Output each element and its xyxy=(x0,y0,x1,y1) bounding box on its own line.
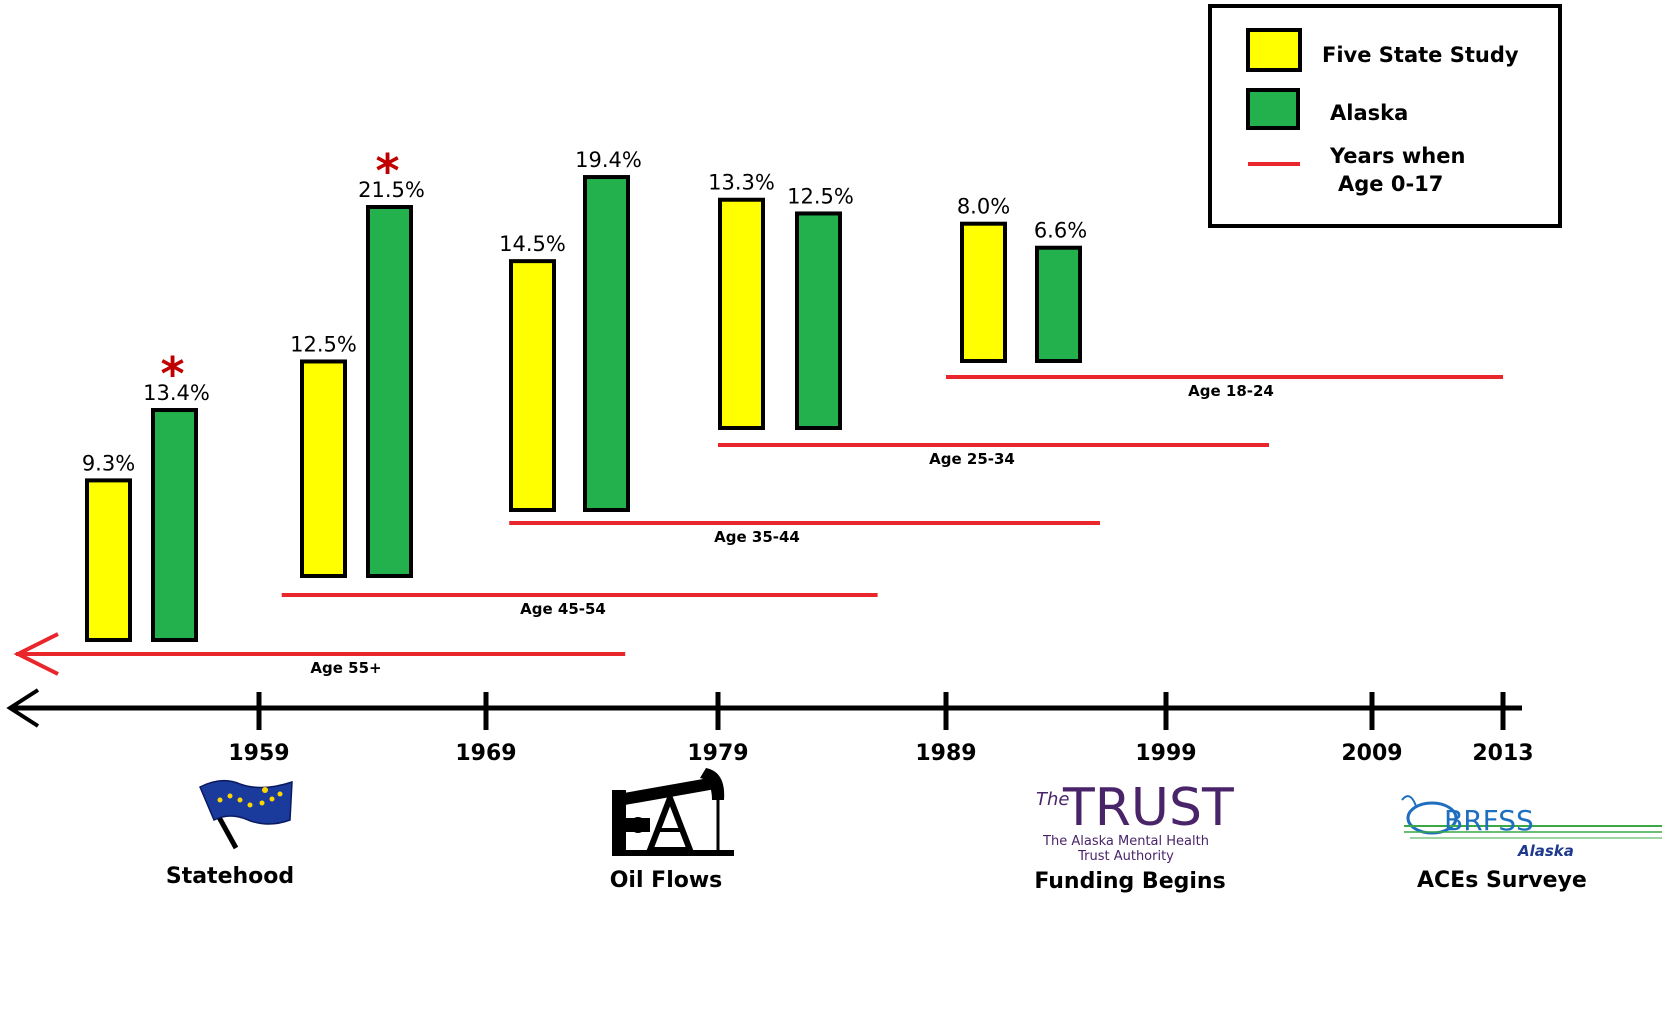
bar-alaska xyxy=(151,408,198,643)
bar-value-label: 12.5% xyxy=(787,184,854,208)
bar-five-state xyxy=(85,478,132,642)
bar-value-label: 13.4% xyxy=(143,381,210,405)
event-label-oil-flows: Oil Flows xyxy=(610,868,723,893)
age-group-label: Age 18-24 xyxy=(1188,382,1274,400)
age-span-arrow xyxy=(13,632,59,676)
bar-value-label: 12.5% xyxy=(290,332,357,356)
legend-label-alaska: Alaska xyxy=(1330,101,1408,125)
timeline-tick-label: 1959 xyxy=(228,741,289,766)
bar-value-label: 21.5% xyxy=(358,178,425,202)
timeline-axis: 1959 1969 1979 1989 1999 2009 2013 xyxy=(6,688,1534,766)
bar-alaska xyxy=(1035,245,1082,364)
bar-alaska xyxy=(583,175,630,512)
bar-value-label: 6.6% xyxy=(1034,219,1087,243)
event-labels: Statehood Oil Flows Funding Begins ACEs … xyxy=(166,864,1587,894)
legend-swatch-alaska xyxy=(1246,88,1300,130)
bar-value-label: 14.5% xyxy=(499,232,566,256)
trust-logo-word: TRUST xyxy=(1062,778,1234,838)
trust-logo-icon: The TRUST The Alaska Mental Health Trust… xyxy=(1036,778,1234,864)
timeline-tick-label: 1979 xyxy=(687,741,748,766)
trust-logo-sub1: The Alaska Mental Health xyxy=(1042,834,1209,849)
age-group-label: Age 45-54 xyxy=(520,600,606,618)
age-lines: Age 55+ Age 45-54 Age 35-44 Age 25-34 Age 18… xyxy=(13,375,1503,677)
bar-five-state xyxy=(300,359,347,578)
brfss-logo-word: BRFSS xyxy=(1444,804,1534,837)
bar-five-state xyxy=(718,197,765,430)
legend-label-five-state: Five State Study xyxy=(1322,43,1519,67)
bars xyxy=(85,175,1082,643)
age-group-label: Age 35-44 xyxy=(714,528,800,546)
timeline-tick-label: 2009 xyxy=(1341,741,1402,766)
event-label-statehood: Statehood xyxy=(166,864,294,889)
legend-label-years-when: Years when xyxy=(1329,144,1465,168)
significance-asterisk: * xyxy=(375,144,399,198)
brfss-logo-icon: BRFSS Alaska xyxy=(1401,795,1662,860)
timeline-tick-label: 1969 xyxy=(455,741,516,766)
bar-five-state xyxy=(960,221,1007,363)
timeline-tick-label: 1989 xyxy=(915,741,976,766)
legend-label-age-0-17: Age 0-17 xyxy=(1338,172,1443,196)
legend-swatch-five-state xyxy=(1246,28,1302,72)
bar-value-label: 8.0% xyxy=(957,195,1010,219)
bar-alaska xyxy=(795,211,842,430)
legend: Five State Study Alaska Years when Age 0… xyxy=(1208,4,1562,228)
age-group-label: Age 55+ xyxy=(310,659,381,677)
brfss-logo-alaska: Alaska xyxy=(1517,842,1574,860)
timeline-arrow-left xyxy=(6,688,40,728)
event-label-funding-begins: Funding Begins xyxy=(1034,869,1225,894)
trust-logo-sub2: Trust Authority xyxy=(1077,849,1174,864)
event-label-aces-surveyed: ACEs Surveye xyxy=(1417,868,1587,893)
bar-five-state xyxy=(509,259,556,512)
bar-alaska xyxy=(366,205,413,578)
alaska-flag-icon xyxy=(199,779,293,850)
trust-logo-the: The xyxy=(1036,789,1069,810)
timeline-tick-label: 2013 xyxy=(1472,741,1533,766)
bar-value-label: 13.3% xyxy=(708,171,775,195)
timeline-tick-label: 1999 xyxy=(1135,741,1196,766)
bar-labels: 9.3%13.4%*12.5%21.5%*14.5%19.4%13.3%12.5… xyxy=(82,144,1087,475)
oil-pump-icon xyxy=(612,768,734,856)
bar-value-label: 9.3% xyxy=(82,451,135,475)
age-group-label: Age 25-34 xyxy=(929,450,1015,468)
bar-value-label: 19.4% xyxy=(575,148,642,172)
significance-asterisk: * xyxy=(160,347,184,401)
